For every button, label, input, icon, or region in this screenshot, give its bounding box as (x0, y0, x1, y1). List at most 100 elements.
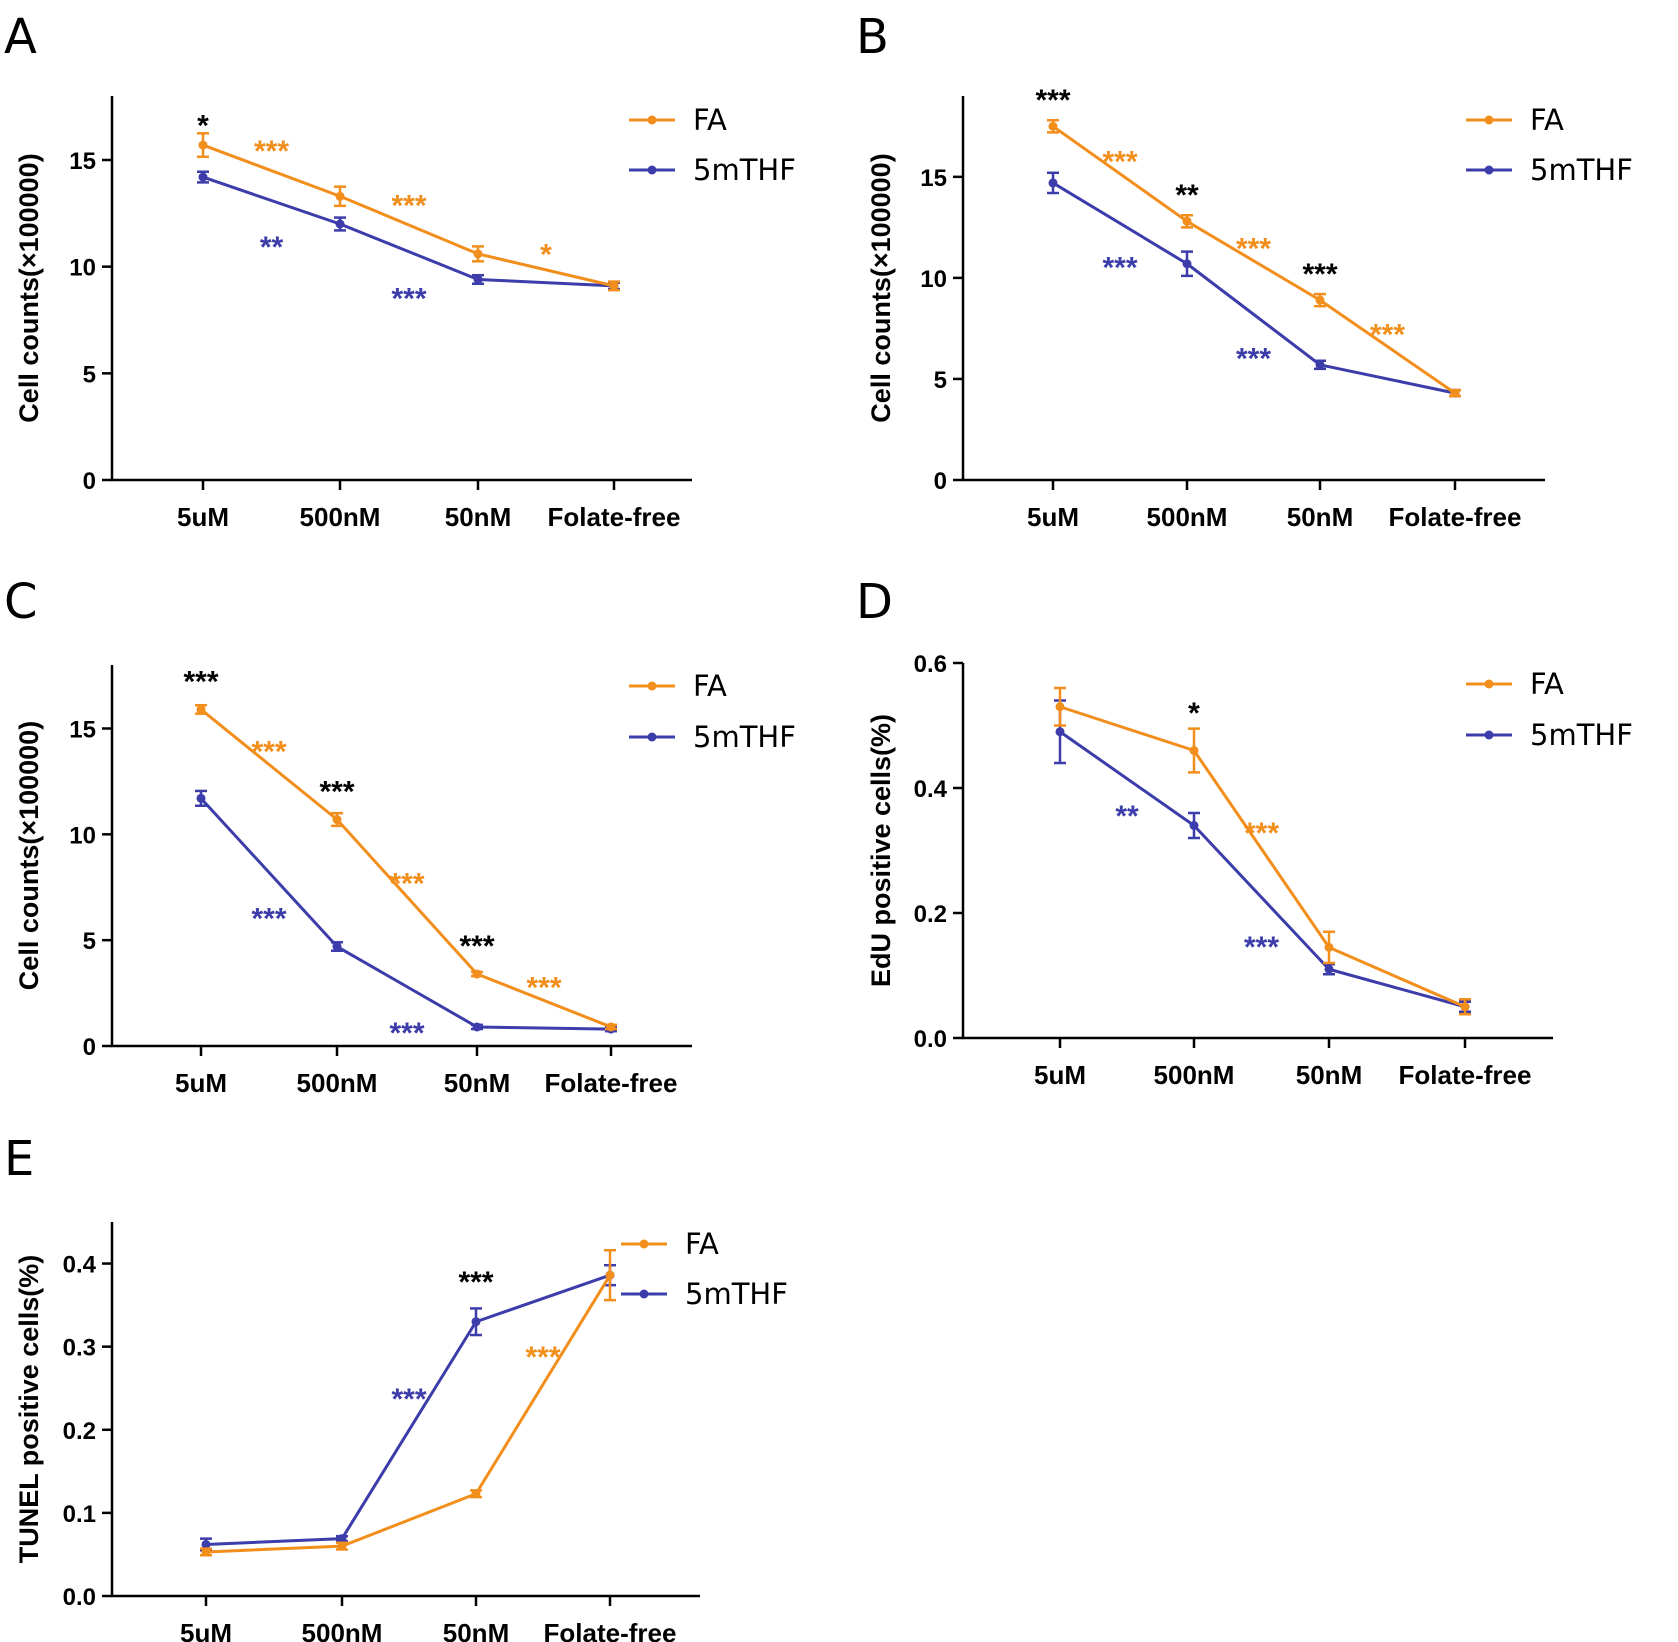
significance-label: *** (459, 930, 494, 963)
data-point (472, 969, 482, 979)
legend-marker (647, 732, 657, 742)
legend-marker (647, 681, 657, 691)
significance-label: *** (526, 971, 561, 1004)
data-point (609, 281, 619, 291)
y-tick-label: 0.4 (914, 776, 948, 803)
significance-label: *** (391, 282, 426, 315)
significance-label: ** (1115, 800, 1139, 833)
legend-item-fa: FA (629, 669, 727, 703)
significance-label: *** (319, 776, 354, 809)
y-tick-label: 0.0 (914, 1026, 947, 1053)
x-tick-label: 50nM (1287, 502, 1353, 532)
x-tick-label: 500nM (300, 502, 381, 532)
legend-label: 5mTHF (1530, 153, 1633, 187)
data-point (473, 274, 483, 284)
legend-marker (639, 1289, 649, 1299)
y-tick-label: 0.0 (63, 1584, 96, 1611)
legend-item-5mthf: 5mTHF (1466, 153, 1633, 187)
data-point (201, 1539, 211, 1549)
significance-label: *** (1102, 146, 1137, 179)
panel-letter: D (856, 574, 893, 630)
series-fa (197, 132, 620, 292)
panel-d: D 0.0 0.2 0.4 0.6 5uM 500nM 50nM Folate-free EdU … (856, 574, 1633, 1090)
series-line (202, 143, 615, 288)
data-point (335, 191, 345, 201)
data-point (337, 1541, 347, 1551)
y-tick-label: 15 (920, 165, 947, 192)
significance-label: *** (1244, 931, 1279, 964)
data-point (1182, 216, 1192, 226)
legend-item-5mthf: 5mTHF (621, 1277, 788, 1311)
data-point (335, 219, 345, 229)
x-tick-label: Folate-free (548, 502, 681, 532)
significance-label: *** (1370, 318, 1405, 351)
series-5mthf (200, 1263, 616, 1552)
legend-label: 5mTHF (693, 153, 796, 187)
legend-item-fa: FA (1466, 667, 1564, 701)
panel-letter: E (4, 1131, 34, 1187)
y-tick-label: 0.3 (63, 1335, 96, 1362)
y-tick-label: 0.2 (914, 901, 947, 928)
x-tick-label: 5uM (180, 1618, 232, 1642)
significance-label: *** (1244, 817, 1279, 850)
legend-item-5mthf: 5mTHF (629, 720, 796, 754)
legend-marker (639, 1239, 649, 1249)
x-tick-label: 50nM (445, 502, 511, 532)
data-point (196, 704, 206, 714)
significance-label: *** (458, 1266, 493, 1299)
y-tick-label: 0.6 (914, 651, 947, 678)
y-tick-label: 5 (83, 361, 96, 388)
y-tick-label: 0 (83, 468, 96, 495)
significance-label: *** (525, 1341, 560, 1374)
significance-label: *** (1102, 252, 1137, 285)
significance-label: ** (1175, 179, 1199, 212)
significance-label: *** (391, 1383, 426, 1416)
y-tick-label: 0.1 (63, 1501, 96, 1528)
series-line (205, 1274, 612, 1554)
y-axis-title: EdU positive cells(%) (866, 714, 896, 987)
data-point (1048, 121, 1058, 131)
y-tick-label: 0.4 (63, 1252, 97, 1279)
series-line (205, 1273, 611, 1546)
data-point (1189, 746, 1199, 755)
legend-label: FA (1530, 667, 1564, 701)
legend-label: FA (685, 1227, 719, 1261)
legend-label: FA (693, 669, 727, 703)
legend-item-fa: FA (621, 1227, 719, 1261)
panel-b: B 0 5 10 15 5uM 500nM 50nM Folate-free Cell count… (856, 9, 1633, 532)
legend-label: FA (1530, 103, 1564, 137)
series-line (1052, 181, 1456, 395)
series-line (202, 175, 615, 288)
data-point (1324, 942, 1334, 952)
legend-marker (1484, 679, 1494, 689)
series-fa (200, 1249, 616, 1557)
panel-letter: B (856, 9, 889, 65)
significance-label: *** (251, 735, 286, 768)
y-tick-label: 15 (69, 717, 96, 744)
y-axis-title: Cell counts(×100000) (14, 153, 44, 422)
data-point (1189, 821, 1199, 830)
series-fa (195, 703, 617, 1032)
data-point (1324, 964, 1334, 974)
data-point (605, 1270, 615, 1280)
y-tick-label: 15 (69, 148, 96, 175)
y-tick-label: 0.2 (63, 1418, 96, 1445)
legend-item-5mthf: 5mTHF (1466, 718, 1633, 752)
series-line (199, 797, 612, 1031)
series-fa (1054, 686, 1471, 1016)
data-point (332, 942, 342, 952)
y-tick-label: 10 (920, 266, 947, 293)
significance-label: *** (183, 666, 218, 699)
legend-label: 5mTHF (693, 720, 796, 754)
y-tick-label: 5 (934, 367, 947, 394)
data-point (201, 1547, 211, 1557)
data-point (1315, 295, 1325, 305)
data-point (471, 1317, 481, 1327)
legend-label: 5mTHF (1530, 718, 1633, 752)
data-point (472, 1022, 482, 1032)
x-tick-label: 500nM (1154, 1060, 1235, 1090)
data-point (1315, 360, 1325, 370)
panel-letter: C (4, 574, 38, 630)
y-axis-title: Cell counts(×100000) (866, 153, 896, 422)
